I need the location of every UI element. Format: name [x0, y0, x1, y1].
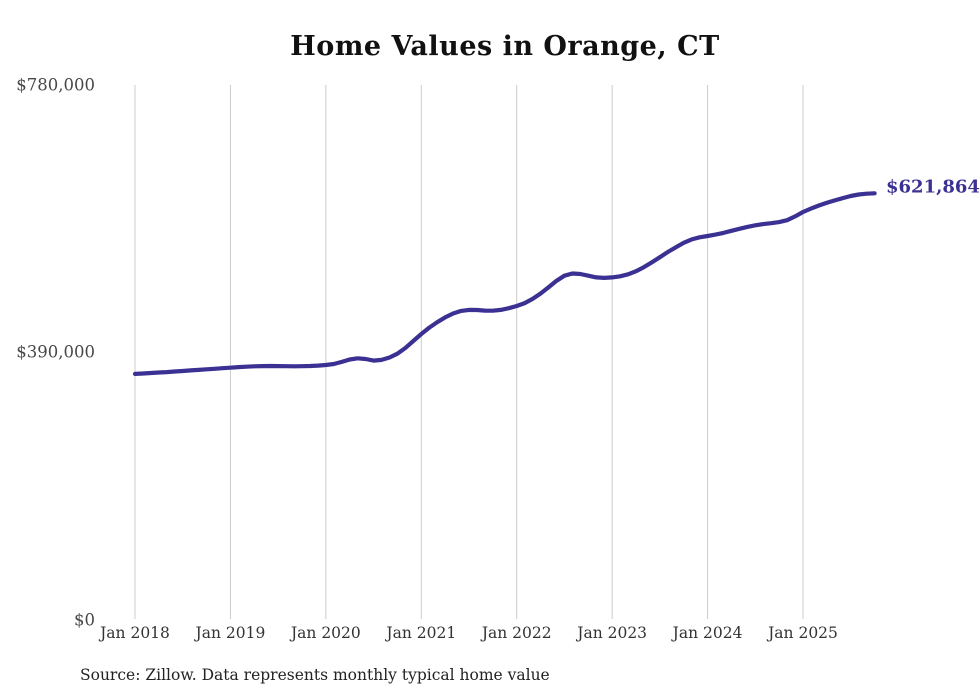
x-axis-tick-jan-2018: Jan 2018	[100, 624, 170, 642]
y-axis-tick-0: $0	[74, 610, 95, 630]
y-axis-tick-780k: $780,000	[16, 75, 95, 95]
y-axis-tick-390k: $390,000	[16, 342, 95, 362]
source-note: Source: Zillow. Data represents monthly …	[80, 666, 550, 684]
x-axis-tick-jan-2025: Jan 2025	[768, 624, 838, 642]
x-axis-tick-jan-2023: Jan 2023	[577, 624, 648, 642]
chart-title: Home Values in Orange, CT	[290, 31, 720, 62]
latest-value-label: $621,864	[886, 176, 980, 198]
x-axis-tick-jan-2021: Jan 2021	[386, 624, 457, 642]
x-axis-tick-jan-2022: Jan 2022	[481, 624, 552, 642]
x-axis-tick-jan-2019: Jan 2019	[195, 624, 266, 642]
x-axis-tick-jan-2024: Jan 2024	[672, 624, 743, 642]
home-value-line-series	[132, 191, 877, 376]
x-axis-tick-jan-2020: Jan 2020	[290, 624, 361, 642]
